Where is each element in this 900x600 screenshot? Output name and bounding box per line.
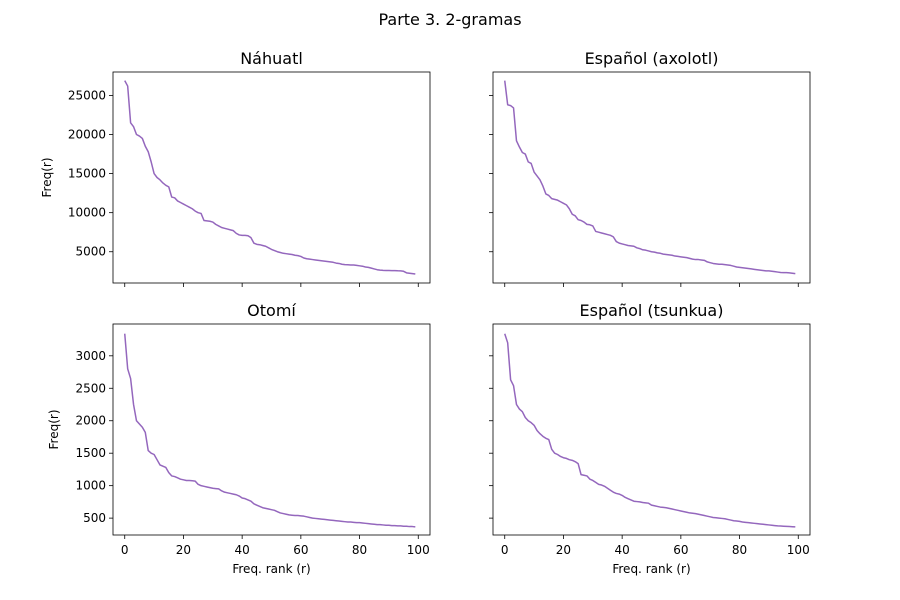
chart-panel-otomi: Otomí 0 20 40 60 80 100 500 1000 1500 2000 2500 3000… — [47, 301, 431, 576]
x-axis-label: Freq. rank (r) — [612, 562, 690, 576]
y-tick-label: 1500 — [75, 446, 106, 460]
x-tick-label: 0 — [501, 543, 509, 557]
series-line — [123, 333, 416, 528]
axes-frame — [492, 323, 811, 536]
x-tick-label: 40 — [615, 543, 630, 557]
x-tick-label: 80 — [352, 543, 367, 557]
x-axis-label: Freq. rank (r) — [232, 562, 310, 576]
y-tick-label: 15000 — [68, 167, 106, 181]
series-line — [504, 333, 796, 528]
figure-title: Parte 3. 2-gramas — [378, 10, 522, 29]
y-tick-label: 500 — [83, 511, 106, 525]
chart-title: Español (tsunkua) — [580, 301, 724, 320]
x-tick-label: 40 — [235, 543, 250, 557]
series-line — [124, 80, 416, 275]
x-tick-label: 100 — [407, 543, 430, 557]
x-tick-label: 60 — [293, 543, 308, 557]
y-axis-label: Freq(r) — [40, 158, 54, 198]
x-tick-label: 0 — [121, 543, 129, 557]
x-tick-label: 80 — [732, 543, 747, 557]
y-tick-label: 20000 — [68, 128, 106, 142]
x-tick-label: 100 — [787, 543, 810, 557]
y-tick-label: 5000 — [75, 245, 106, 259]
series-line — [503, 80, 796, 275]
axes-frame — [112, 71, 431, 284]
x-tick-label: 20 — [556, 543, 571, 557]
x-tick-label: 60 — [673, 543, 688, 557]
y-tick-label: 3000 — [75, 349, 106, 363]
y-tick-label: 10000 — [68, 206, 106, 220]
axes-frame — [492, 71, 811, 284]
chart-panel-nahuatl: Náhuatl 5000 10000 15000 20000 25000 Freq(r) — [40, 49, 431, 287]
axes-frame — [112, 323, 431, 536]
y-tick-label: 2500 — [75, 381, 106, 395]
chart-title: Español (axolotl) — [585, 49, 719, 68]
y-tick-label: 2000 — [75, 414, 106, 428]
y-axis-label: Freq(r) — [47, 410, 61, 450]
y-tick-label: 1000 — [75, 479, 106, 493]
chart-panel-espanol-axolotl: Español (axolotl) — [489, 49, 811, 287]
chart-title: Náhuatl — [240, 49, 303, 68]
chart-panel-espanol-tsunkua: Español (tsunkua) 0 20 40 60 80 100 Freq. rank … — [489, 301, 811, 576]
y-tick-label: 25000 — [68, 88, 106, 102]
chart-title: Otomí — [247, 301, 296, 320]
x-tick-label: 20 — [176, 543, 191, 557]
